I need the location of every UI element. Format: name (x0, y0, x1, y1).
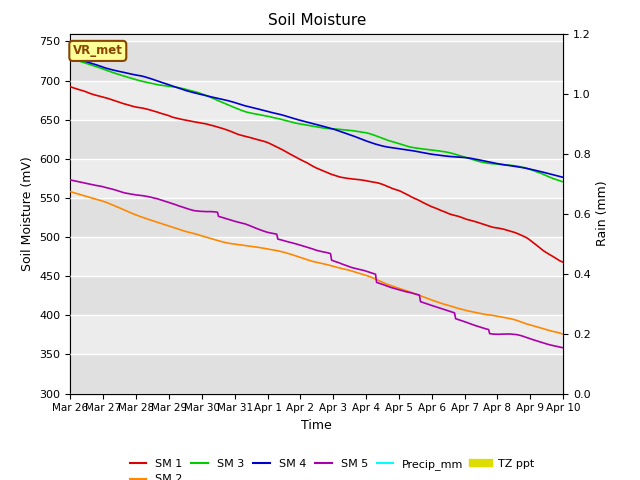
SM 4 (122, 70, 129, 75)
SM 4 (149, 76, 157, 82)
SM 2 (122, 208, 129, 214)
SM 4 (552, 172, 559, 178)
SM 1 (538, 247, 546, 253)
SM 2 (552, 329, 559, 335)
Bar (518, 62, 520, 394)
Title: Soil Moisture: Soil Moisture (268, 13, 366, 28)
SM 5 (122, 190, 129, 196)
SM 1 (559, 259, 567, 265)
Line: SM 2: SM 2 (70, 192, 563, 334)
Y-axis label: Soil Moisture (mV): Soil Moisture (mV) (21, 156, 34, 271)
SM 4 (423, 151, 431, 156)
Legend: SM 1, SM 2, SM 3, SM 4, SM 5, Precip_mm, TZ ppt: SM 1, SM 2, SM 3, SM 4, SM 5, Precip_mm,… (125, 455, 539, 480)
SM 3 (559, 179, 567, 185)
Line: SM 4: SM 4 (70, 57, 563, 177)
Bar (70, 198, 563, 237)
Bar (70, 354, 563, 394)
SM 5 (538, 340, 546, 346)
SM 3 (552, 177, 559, 182)
SM 3 (423, 146, 431, 152)
SM 5 (344, 264, 352, 269)
Y-axis label: Rain (mm): Rain (mm) (596, 181, 609, 246)
SM 4 (67, 54, 74, 60)
Bar (70, 315, 563, 354)
SM 5 (149, 195, 157, 201)
SM 1 (149, 108, 157, 114)
SM 1 (122, 101, 129, 107)
SM 5 (423, 301, 431, 307)
Line: SM 5: SM 5 (70, 180, 563, 348)
Text: VR_met: VR_met (73, 44, 123, 58)
Bar (70, 159, 563, 198)
Bar (70, 41, 563, 81)
SM 4 (538, 169, 546, 175)
Bar (70, 276, 563, 315)
Bar (70, 237, 563, 276)
SM 3 (149, 81, 157, 86)
Bar (70, 120, 563, 159)
SM 1 (423, 202, 431, 207)
SM 2 (67, 189, 74, 194)
SM 3 (538, 171, 546, 177)
SM 3 (344, 127, 352, 133)
Bar (70, 34, 563, 41)
SM 5 (552, 343, 559, 349)
SM 5 (67, 177, 74, 183)
SM 4 (344, 131, 352, 137)
SM 3 (122, 73, 129, 79)
SM 2 (149, 218, 157, 224)
SM 2 (538, 325, 546, 331)
SM 4 (559, 174, 567, 180)
Line: SM 3: SM 3 (70, 59, 563, 182)
SM 3 (67, 56, 74, 61)
Bar (70, 81, 563, 120)
X-axis label: Time: Time (301, 419, 332, 432)
SM 2 (423, 295, 431, 301)
SM 2 (344, 267, 352, 273)
Line: SM 1: SM 1 (70, 87, 563, 262)
SM 1 (552, 255, 559, 261)
SM 1 (344, 176, 352, 181)
SM 5 (559, 345, 567, 351)
SM 1 (67, 84, 74, 90)
SM 2 (559, 331, 567, 337)
